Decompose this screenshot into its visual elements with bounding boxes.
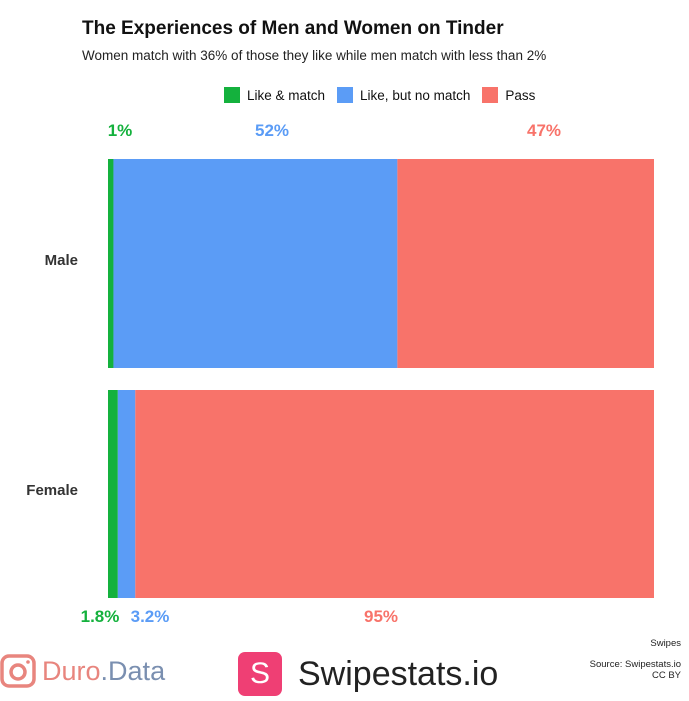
legend-item-like-no-match: Like, but no match [337, 87, 470, 103]
license-text: CC BY [651, 670, 681, 681]
swipestats-wordmark: Swipestats.io [298, 654, 499, 693]
bar-female-like-match [108, 390, 118, 598]
duro-data-logo: Duro.Data [0, 652, 165, 690]
legend-swatch [482, 87, 499, 103]
stacked-bar-chart: Male 1% 52% 47% Female 1.8% 3.2% 95% [26, 121, 655, 626]
swipestats-logo: S Swipestats.io [238, 652, 498, 696]
legend-label: Like, but no match [360, 87, 471, 103]
data-label-male-2: 47% [527, 121, 561, 140]
legend-swatch [224, 87, 240, 103]
legend: Like & match Like, but no match Pass [224, 87, 535, 103]
legend-label: Pass [505, 87, 536, 103]
category-label-male: Male [45, 252, 78, 269]
brand1-part2: Data [108, 655, 166, 686]
bar-male-pass [397, 159, 654, 368]
brand1-dot: . [100, 655, 109, 686]
category-label-female: Female [26, 482, 78, 499]
data-label-female-2: 95% [364, 607, 398, 626]
source-text: Source: Swipestats.io [589, 659, 681, 670]
brand1-part1: Duro [42, 655, 101, 686]
data-label-female-0: 1.8% [81, 607, 120, 626]
data-label-male-0: 1% [108, 121, 133, 140]
legend-label: Like & match [247, 87, 326, 103]
swipestats-badge: S [238, 652, 282, 696]
legend-item-like-match: Like & match [224, 87, 325, 103]
camera-icon [0, 652, 38, 690]
caption-swipes: Swipes [650, 638, 681, 649]
bar-male-like-but-no-match [113, 159, 398, 368]
duro-data-wordmark: Duro.Data [42, 656, 165, 687]
bar-female-pass [135, 390, 655, 598]
bar-female-like-but-no-match [117, 390, 136, 598]
bar-male-like-match [108, 159, 114, 368]
data-label-female-1: 3.2% [131, 607, 170, 626]
data-label-male-1: 52% [255, 121, 289, 140]
chart-title: The Experiences of Men and Women on Tind… [82, 18, 504, 39]
legend-swatch [337, 87, 354, 103]
legend-item-pass: Pass [482, 87, 535, 103]
chart-subtitle: Women match with 36% of those they like … [82, 48, 547, 63]
